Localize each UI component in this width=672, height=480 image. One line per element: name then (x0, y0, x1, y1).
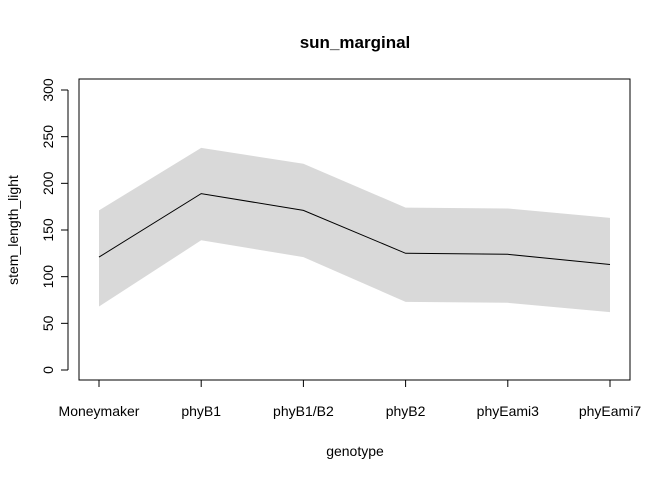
x-axis-label: genotype (326, 443, 384, 459)
y-axis-label: stem_length_light (5, 175, 21, 285)
y-tick-label: 200 (40, 171, 56, 195)
y-tick-label: 0 (40, 366, 56, 374)
plot-area (98, 147, 611, 313)
x-tick-label: phyEami3 (477, 403, 539, 419)
series-line (98, 193, 611, 265)
y-tick-label: 50 (40, 315, 56, 331)
y-tick-label: 100 (40, 265, 56, 289)
y-axis: 0 50 100 150 200 250 300 (40, 78, 69, 374)
x-tick-label: phyB2 (386, 403, 426, 419)
x-tick-label: phyB1 (181, 403, 221, 419)
y-tick-label: 250 (40, 125, 56, 149)
x-tick-label: Moneymaker (59, 403, 140, 419)
x-tick-label: phyEami7 (579, 403, 641, 419)
x-tick-label: phyB1/B2 (273, 403, 334, 419)
confidence-band (99, 147, 610, 313)
chart-title: sun_marginal (300, 33, 411, 52)
x-axis: Moneymaker phyB1 phyB1/B2 phyB2 phyEami3 phyE… (59, 379, 641, 419)
y-tick-label: 150 (40, 218, 56, 242)
y-tick-label: 300 (40, 78, 56, 102)
